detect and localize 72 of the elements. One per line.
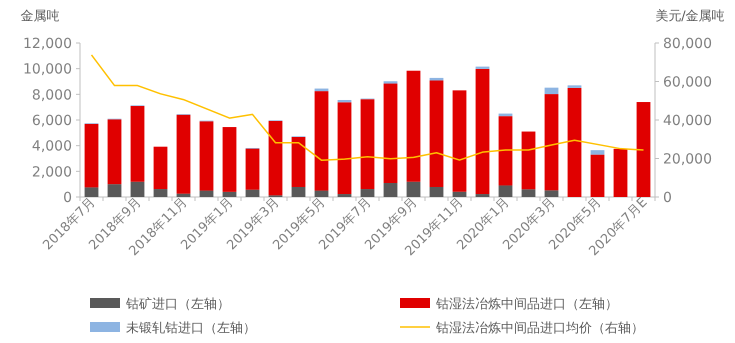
- bar: [360, 189, 374, 197]
- bar: [498, 185, 512, 197]
- bar: [568, 85, 582, 88]
- bar: [452, 90, 466, 192]
- bar: [384, 84, 398, 184]
- bar: [84, 124, 98, 188]
- bar: [430, 78, 444, 80]
- bar: [314, 88, 328, 92]
- bar: [176, 114, 190, 194]
- bar: [384, 183, 398, 197]
- y2-tick-label: 40,000: [663, 113, 712, 129]
- bar: [476, 194, 490, 197]
- y2-tick-label: 0: [663, 190, 672, 206]
- bar: [498, 116, 512, 186]
- bar: [544, 190, 558, 197]
- bar: [636, 102, 650, 197]
- bar: [384, 81, 398, 84]
- y2-tick-label: 80,000: [663, 36, 712, 52]
- y-tick-label: 2,000: [32, 164, 72, 180]
- bar: [314, 190, 328, 197]
- bar: [154, 146, 168, 190]
- bar: [590, 150, 604, 155]
- bar: [154, 189, 168, 197]
- bar: [130, 106, 144, 182]
- bar: [498, 114, 512, 116]
- bar: [246, 190, 260, 197]
- bar: [590, 154, 604, 197]
- bar: [338, 194, 352, 197]
- bar: [430, 186, 444, 197]
- y-tick-label: 6,000: [32, 113, 72, 129]
- bar: [568, 88, 582, 197]
- legend-label: 未锻轧钴进口（左轴）: [126, 321, 256, 336]
- bar: [130, 182, 144, 197]
- bar: [84, 187, 98, 197]
- bar: [222, 127, 236, 192]
- bar: [292, 186, 306, 197]
- bar: [544, 88, 558, 94]
- bar: [544, 94, 558, 190]
- line-series: [90, 54, 644, 161]
- bar: [222, 192, 236, 197]
- bar: [614, 148, 628, 197]
- y2-tick-label: 20,000: [663, 152, 712, 168]
- bar: [200, 190, 214, 197]
- bar: [406, 70, 420, 182]
- bar: [522, 189, 536, 197]
- bar: [522, 132, 536, 190]
- bar: [430, 80, 444, 187]
- y-axis-title: 金属吨: [20, 9, 60, 24]
- bar: [452, 192, 466, 197]
- bar: [268, 120, 282, 196]
- bar: [108, 119, 122, 184]
- bar: [292, 136, 306, 187]
- bar: [176, 194, 190, 197]
- legend-label: 钴矿进口（左轴）: [125, 297, 230, 312]
- bar: [476, 68, 490, 194]
- legend-label: 钴湿法冶炼中间品进口（左轴）: [435, 297, 618, 312]
- y-tick-label: 10,000: [23, 62, 72, 78]
- bar: [360, 99, 374, 190]
- bar: [108, 184, 122, 197]
- y-tick-label: 4,000: [32, 138, 72, 155]
- y-tick-label: 12,000: [23, 36, 72, 52]
- y2-tick-label: 60,000: [663, 74, 712, 90]
- y-tick-label: 8,000: [32, 87, 72, 104]
- y2-axis-title: 美元/金属吨: [655, 8, 725, 24]
- bar: [338, 102, 352, 194]
- bar: [406, 182, 420, 197]
- y-tick-label: 0: [63, 190, 72, 206]
- legend-label: 钴湿法冶炼中间品进口均价（右轴）: [435, 321, 644, 336]
- bar: [314, 91, 328, 191]
- bar: [200, 121, 214, 191]
- bar: [338, 100, 352, 102]
- bar: [246, 148, 260, 190]
